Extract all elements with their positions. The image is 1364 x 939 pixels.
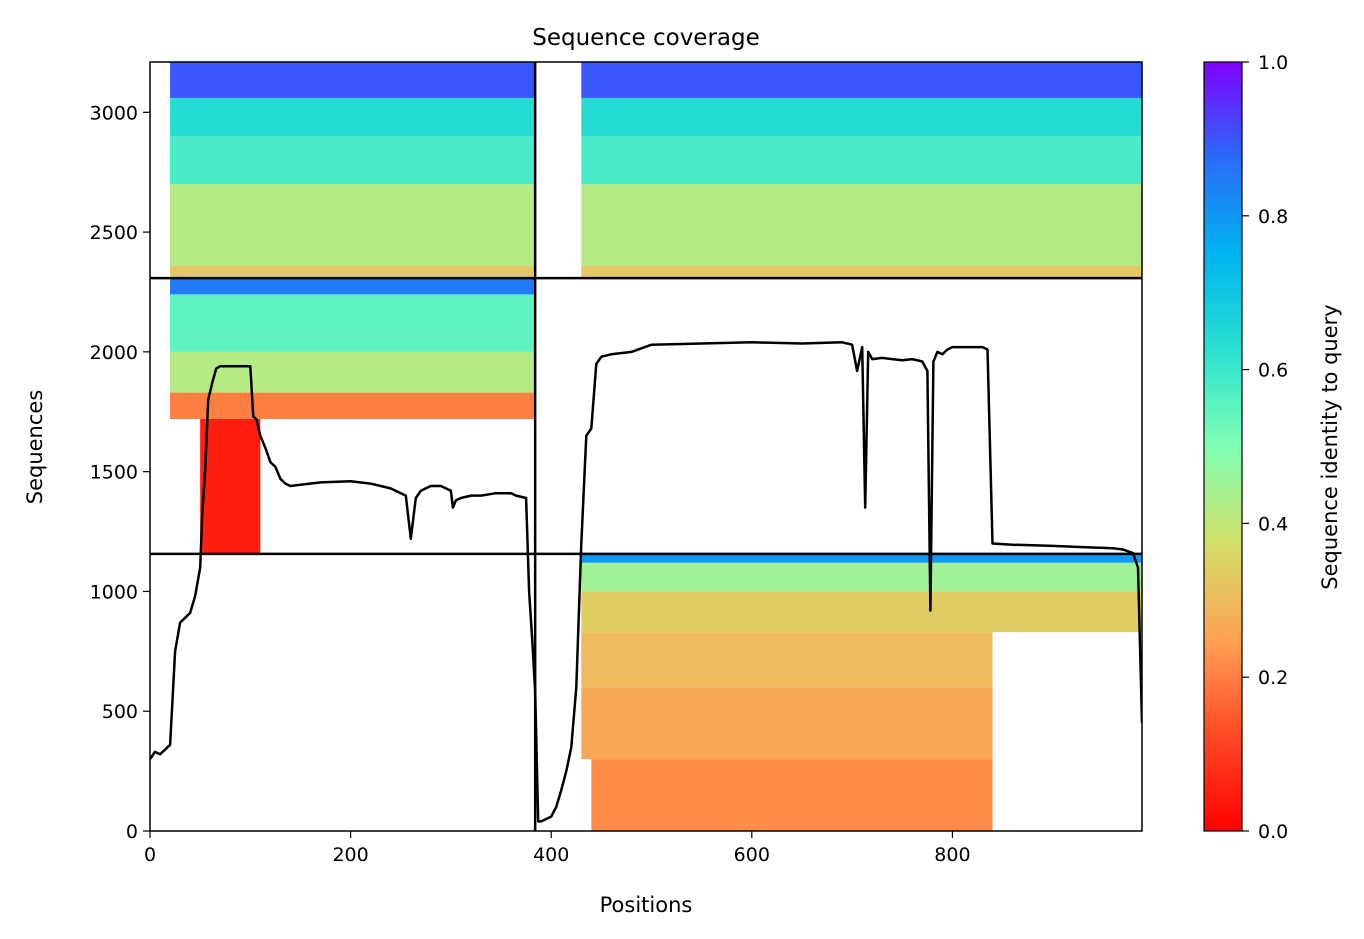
identity-band (170, 351, 536, 393)
x-tick-label: 800 (934, 844, 970, 866)
y-tick-label: 2500 (90, 222, 138, 244)
x-axis-label: Positions (600, 893, 693, 917)
identity-band (581, 591, 1142, 633)
x-tick-label: 400 (533, 844, 569, 866)
x-tick-label: 200 (332, 844, 368, 866)
identity-band (581, 632, 993, 688)
y-tick-label: 1000 (90, 581, 138, 603)
identity-band (581, 687, 993, 760)
colorbar (1203, 61, 1243, 832)
identity-band (581, 553, 1142, 563)
y-axis-ticks: 0 500 1000 1500 2000 2500 3000 (90, 102, 150, 843)
identity-band (170, 265, 536, 279)
identity-band (170, 62, 536, 98)
y-axis-label: Sequences (23, 390, 47, 505)
x-tick-label: 0 (144, 844, 156, 866)
identity-band (581, 265, 1142, 279)
y-tick-label: 0 (126, 821, 138, 843)
identity-bands (170, 62, 1142, 831)
colorbar-tick-label: 0.4 (1258, 513, 1288, 535)
colorbar-tick-label: 1.0 (1258, 52, 1288, 74)
identity-band (170, 97, 536, 137)
identity-band (591, 759, 993, 831)
y-tick-label: 3000 (90, 102, 138, 124)
identity-band (170, 136, 536, 185)
y-tick-label: 2000 (90, 342, 138, 364)
identity-band (170, 294, 536, 352)
x-tick-label: 600 (734, 844, 770, 866)
colorbar-tick-label: 0.8 (1258, 206, 1288, 228)
identity-band (170, 278, 536, 295)
coverage-line-layer (150, 341, 1142, 823)
x-axis-ticks: 0 200 400 600 800 (144, 831, 971, 866)
identity-band (581, 97, 1142, 137)
coverage-line (150, 341, 1142, 823)
y-tick-label: 1500 (90, 462, 138, 484)
identity-band (581, 184, 1142, 266)
y-tick-label: 500 (102, 701, 138, 723)
colorbar-label: Sequence identity to query (1318, 304, 1342, 589)
identity-band (170, 184, 536, 266)
colorbar-tick-label: 0.6 (1258, 360, 1288, 382)
colorbar-ticks: 0.0 0.2 0.4 0.6 0.8 1.0 (1242, 52, 1288, 843)
colorbar-tick-label: 0.0 (1258, 821, 1288, 843)
colorbar-tick-label: 0.2 (1258, 667, 1288, 689)
identity-band (200, 418, 261, 554)
chart-title: Sequence coverage (532, 25, 760, 51)
identity-band (170, 392, 536, 419)
identity-band (581, 562, 1142, 592)
plot-frame (149, 61, 1143, 832)
identity-band (581, 136, 1142, 185)
identity-band (581, 62, 1142, 98)
